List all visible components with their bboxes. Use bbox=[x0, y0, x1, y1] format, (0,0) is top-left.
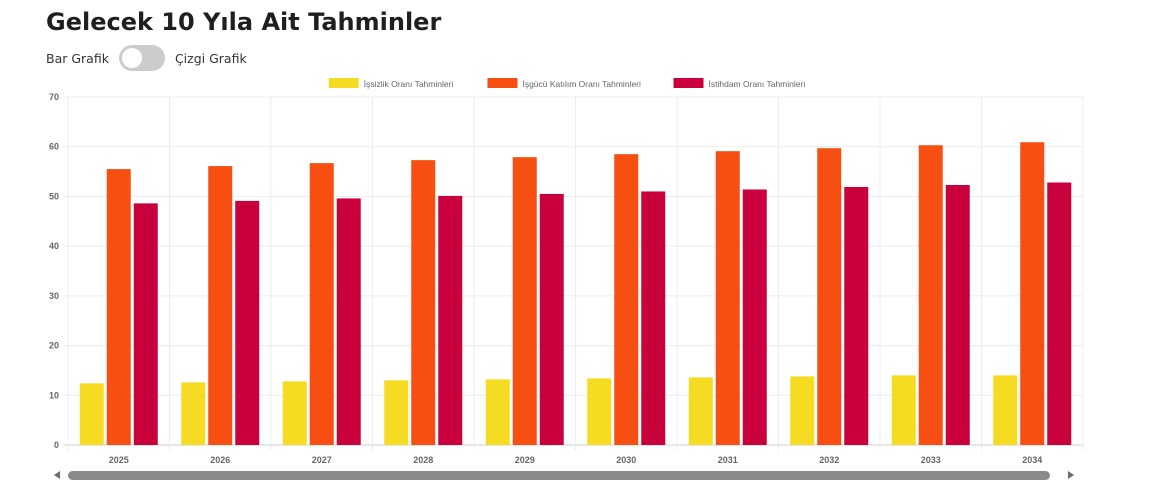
bar-2028-series-2 bbox=[411, 160, 436, 445]
arrow-left-icon bbox=[54, 471, 60, 479]
bar-2030-series-3 bbox=[641, 191, 666, 445]
page-title: Gelecek 10 Yıla Ait Tahminler bbox=[46, 8, 442, 36]
bar-2029-series-2 bbox=[512, 157, 537, 445]
bar-2027-series-3 bbox=[336, 198, 361, 445]
bar-2034-series-2 bbox=[1020, 142, 1045, 445]
y-tick-label: 10 bbox=[49, 390, 59, 400]
x-tick-label: 2026 bbox=[210, 455, 230, 465]
legend-label-3: İstihdam Oranı Tahminleri bbox=[709, 79, 806, 89]
forecast-chart: 0 10 20 30 40 50 60 70 2025 2026 2027 2028 2029 2030 2… bbox=[0, 70, 1172, 470]
bar-2034-series-3 bbox=[1047, 182, 1072, 445]
x-tick-label: 2027 bbox=[312, 455, 332, 465]
toggle-knob bbox=[121, 48, 142, 68]
chart-type-toggle-row: Bar Grafik Çizgi Grafik bbox=[46, 44, 247, 72]
legend-swatch-1 bbox=[328, 78, 359, 88]
bar-2030-series-1 bbox=[587, 378, 612, 445]
y-tick-label: 0 bbox=[54, 440, 59, 450]
scroll-left-button[interactable] bbox=[50, 468, 64, 482]
x-tick-label: 2032 bbox=[819, 455, 839, 465]
bar-2025-series-3 bbox=[133, 203, 158, 445]
legend-swatch-3 bbox=[673, 78, 704, 88]
y-tick-label: 50 bbox=[49, 191, 59, 201]
chart-scrollbar[interactable] bbox=[46, 466, 1086, 484]
bar-2026-series-3 bbox=[235, 200, 260, 445]
bar-2031-series-2 bbox=[715, 151, 740, 445]
arrow-right-icon bbox=[1068, 471, 1074, 479]
bar-2034-series-1 bbox=[993, 375, 1018, 445]
bar-2026-series-2 bbox=[208, 166, 233, 446]
bar-2032-series-3 bbox=[844, 186, 869, 445]
bar-2025-series-2 bbox=[106, 169, 131, 445]
line-chart-label: Çizgi Grafik bbox=[174, 50, 247, 66]
legend-label-2: İşgücü Katılım Oranı Tahminleri bbox=[522, 79, 641, 89]
bar-chart-label: Bar Grafik bbox=[46, 50, 109, 66]
bar-2032-series-2 bbox=[817, 148, 842, 445]
legend-label-1: İşsizlik Oranı Tahminleri bbox=[364, 79, 454, 89]
chart-type-toggle[interactable] bbox=[118, 45, 165, 71]
bar-2027-series-1 bbox=[282, 381, 307, 445]
x-tick-label: 2031 bbox=[718, 455, 738, 465]
x-tick-label: 2030 bbox=[616, 455, 636, 465]
scroll-right-button[interactable] bbox=[1064, 468, 1078, 482]
y-tick-label: 40 bbox=[49, 241, 59, 251]
x-tick-label: 2033 bbox=[921, 455, 941, 465]
bar-2027-series-2 bbox=[309, 163, 334, 445]
bar-2025-series-1 bbox=[79, 383, 104, 445]
y-tick-label: 70 bbox=[49, 92, 59, 102]
bar-2028-series-1 bbox=[384, 380, 409, 445]
bar-2033-series-2 bbox=[918, 145, 943, 446]
bar-2030-series-2 bbox=[614, 154, 639, 445]
bar-2029-series-3 bbox=[539, 193, 564, 445]
y-tick-label: 30 bbox=[49, 291, 59, 301]
bar-2026-series-1 bbox=[181, 382, 206, 445]
bar-2028-series-3 bbox=[438, 195, 463, 445]
y-tick-label: 20 bbox=[49, 341, 59, 351]
x-tick-label: 2028 bbox=[413, 455, 433, 465]
scrollbar-thumb[interactable] bbox=[68, 471, 1050, 480]
x-tick-label: 2025 bbox=[109, 455, 129, 465]
y-tick-label: 60 bbox=[49, 142, 59, 152]
bar-2029-series-1 bbox=[485, 379, 510, 445]
x-tick-label: 2034 bbox=[1022, 455, 1042, 465]
legend-swatch-2 bbox=[487, 78, 518, 88]
bar-2031-series-1 bbox=[688, 377, 713, 445]
bar-2031-series-3 bbox=[742, 189, 767, 445]
bar-2033-series-1 bbox=[891, 375, 916, 445]
x-tick-label: 2029 bbox=[515, 455, 535, 465]
bar-2032-series-1 bbox=[790, 376, 815, 445]
bar-2033-series-3 bbox=[945, 184, 970, 445]
